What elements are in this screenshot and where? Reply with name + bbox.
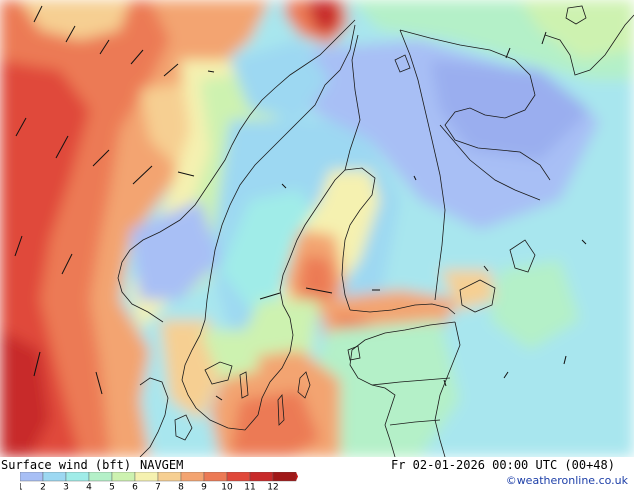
legend-swatch (226, 472, 251, 482)
baltic-border (434, 321, 461, 457)
legend-tick-label: 9 (201, 483, 207, 490)
south-sweden-coast (181, 334, 259, 431)
wind-arrow (95, 371, 103, 395)
sweden-east-coast (257, 317, 294, 416)
sweden-finland-border (344, 34, 361, 171)
legend-tick-label: 2 (40, 483, 46, 490)
denmark-islands (174, 414, 193, 441)
legend-tick-label: 4 (86, 483, 92, 490)
lake-onega (509, 239, 536, 273)
wind-arrow (33, 351, 41, 377)
wind-arrow (581, 239, 587, 245)
legend-tick-label: 7 (155, 483, 161, 490)
legend-tick-label: 3 (63, 483, 69, 490)
legend-swatch (180, 472, 205, 482)
legend-tick-label: 11 (244, 483, 255, 490)
wind-arrow (132, 165, 153, 185)
wind-arrow (130, 49, 144, 65)
wind-arrows (14, 5, 587, 401)
wind-arrow (14, 235, 23, 257)
wind-arrow (177, 171, 195, 177)
gulf-finland-coast (349, 303, 456, 315)
legend-swatch (20, 472, 44, 482)
island-coast (565, 5, 587, 25)
legend-swatch (42, 472, 67, 482)
wind-map (0, 0, 634, 457)
legend-tick-label: 1 (20, 483, 23, 490)
wind-arrow (55, 135, 69, 159)
legend-tick-label: 10 (221, 483, 233, 490)
oland-coast (277, 393, 285, 426)
white-sea-coast (439, 124, 541, 201)
legend-swatch (203, 472, 228, 482)
legend-swatch (65, 472, 90, 482)
wind-arrow (281, 183, 287, 189)
lake-inari (394, 54, 411, 73)
legend-swatch (249, 472, 274, 482)
legend-swatch (157, 472, 182, 482)
legend-tick-label: 6 (132, 483, 138, 490)
wind-arrow (61, 253, 73, 275)
map-title: Surface wind (bft) (1, 458, 132, 472)
wind-arrow (563, 355, 567, 365)
lake-vanern (204, 361, 233, 385)
denmark-coast (139, 377, 169, 457)
legend-overflow-arrow (296, 472, 298, 481)
map-footer: Surface wind (bft) NAVGEM Fr 02-01-2026 … (0, 457, 634, 490)
land-borders (117, 5, 634, 457)
wind-arrow (413, 175, 417, 181)
legend-swatch (111, 472, 136, 482)
wind-arrow (207, 70, 215, 73)
legend-tick-label: 8 (178, 483, 184, 490)
run-time: Fr 02-01-2026 00:00 UTC (00+48) (391, 458, 615, 472)
wind-arrow (483, 265, 489, 272)
norway-sweden-border (199, 24, 356, 336)
norway-coastline (117, 19, 356, 323)
legend-swatch (134, 472, 159, 482)
model-name: NAVGEM (140, 458, 184, 472)
legend-swatch (272, 472, 297, 482)
estonia-islands (347, 345, 361, 361)
bothnia-coastline (279, 169, 346, 319)
wind-arrow (259, 292, 281, 300)
legend-tick-label: 5 (109, 483, 115, 490)
wind-arrow (92, 149, 110, 167)
arctic-coast (544, 14, 634, 76)
wind-arrow (305, 287, 333, 294)
wind-arrow (15, 117, 27, 137)
wind-arrow (541, 31, 547, 45)
kola-coastline (399, 29, 551, 181)
wind-arrow (65, 25, 76, 43)
wind-arrow (503, 371, 509, 379)
finland-russia-border (399, 29, 446, 301)
legend-swatch (88, 472, 113, 482)
wind-arrow (99, 39, 110, 55)
estonia-coast (349, 321, 456, 457)
lake-ladoga (459, 279, 496, 313)
wind-scale-legend: 123456789101112 (20, 472, 298, 490)
wind-arrow (215, 395, 223, 401)
latvia-border (371, 377, 451, 386)
gotland-coast (297, 371, 311, 399)
wind-arrow (505, 47, 511, 59)
wind-arrow (33, 5, 43, 23)
wind-arrow (443, 379, 447, 387)
finland-west-coast (341, 167, 376, 311)
lake-vattern (239, 371, 249, 399)
legend-tick-label: 12 (267, 483, 278, 490)
wind-arrow (163, 63, 179, 77)
credit-link[interactable]: ©weatheronline.co.uk (505, 474, 628, 487)
wind-field (0, 0, 634, 457)
lithuania-border (389, 419, 441, 426)
